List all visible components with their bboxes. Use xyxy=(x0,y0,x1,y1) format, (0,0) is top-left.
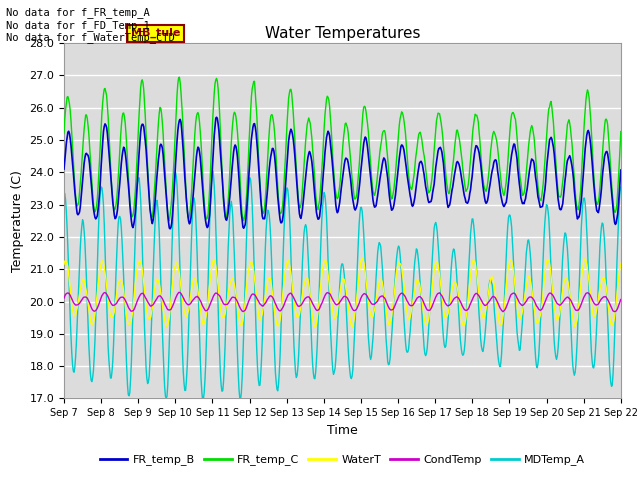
Line: WaterT: WaterT xyxy=(64,258,621,327)
CondTemp xyxy=(617,297,625,302)
CondTemp xyxy=(428,306,435,312)
FR_temp_C xyxy=(617,129,625,134)
MDTemp_A xyxy=(617,184,625,190)
X-axis label: Time: Time xyxy=(327,424,358,437)
FR_temp_C xyxy=(166,218,173,224)
MDTemp_A xyxy=(184,346,192,352)
MDTemp_A xyxy=(428,264,436,270)
Line: FR_temp_C: FR_temp_C xyxy=(64,77,621,221)
FR_temp_B xyxy=(166,226,174,232)
MDTemp_A xyxy=(209,168,216,174)
CondTemp xyxy=(127,308,135,314)
Text: No data for f_FR_temp_A
No data for f_FD_Temp_1
No data for f_WaterTemp_CTD: No data for f_FR_temp_A No data for f_FD… xyxy=(6,7,175,43)
MDTemp_A xyxy=(60,191,68,196)
WaterT xyxy=(428,289,436,295)
Line: FR_temp_B: FR_temp_B xyxy=(64,117,621,229)
FR_temp_B xyxy=(412,189,419,194)
Line: MDTemp_A: MDTemp_A xyxy=(64,171,621,400)
FR_temp_B xyxy=(617,167,625,173)
WaterT xyxy=(184,309,192,315)
Legend: FR_temp_B, FR_temp_C, WaterT, CondTemp, MDTemp_A: FR_temp_B, FR_temp_C, WaterT, CondTemp, … xyxy=(95,450,589,470)
CondTemp xyxy=(175,289,183,295)
Text: MB_tule: MB_tule xyxy=(131,28,180,38)
Line: CondTemp: CondTemp xyxy=(64,292,621,312)
FR_temp_C xyxy=(70,171,78,177)
FR_temp_C xyxy=(186,213,193,218)
WaterT xyxy=(70,313,78,319)
Y-axis label: Temperature (C): Temperature (C) xyxy=(11,170,24,272)
CondTemp xyxy=(499,309,507,314)
FR_temp_C xyxy=(127,211,135,217)
MDTemp_A xyxy=(199,397,207,403)
WaterT xyxy=(214,277,221,283)
WaterT xyxy=(60,261,68,267)
MDTemp_A xyxy=(412,252,419,257)
WaterT xyxy=(127,317,135,323)
MDTemp_A xyxy=(70,370,78,375)
FR_temp_C xyxy=(60,131,68,136)
FR_temp_C xyxy=(412,156,419,161)
CondTemp xyxy=(214,291,222,297)
Title: Water Temperatures: Water Temperatures xyxy=(265,25,420,41)
FR_temp_B xyxy=(60,166,68,172)
FR_temp_C xyxy=(215,97,223,103)
FR_temp_B xyxy=(185,218,193,224)
FR_temp_B xyxy=(70,180,78,186)
MDTemp_A xyxy=(215,330,223,336)
CondTemp xyxy=(60,295,68,301)
FR_temp_B xyxy=(215,128,223,133)
WaterT xyxy=(358,255,366,261)
FR_temp_B xyxy=(127,218,135,224)
WaterT xyxy=(311,324,319,330)
WaterT xyxy=(617,261,625,266)
MDTemp_A xyxy=(127,360,135,365)
FR_temp_B xyxy=(212,114,220,120)
CondTemp xyxy=(411,299,419,305)
CondTemp xyxy=(185,302,193,308)
FR_temp_C xyxy=(175,74,183,80)
FR_temp_C xyxy=(428,176,436,182)
CondTemp xyxy=(70,300,78,306)
FR_temp_B xyxy=(428,195,436,201)
WaterT xyxy=(412,284,419,289)
